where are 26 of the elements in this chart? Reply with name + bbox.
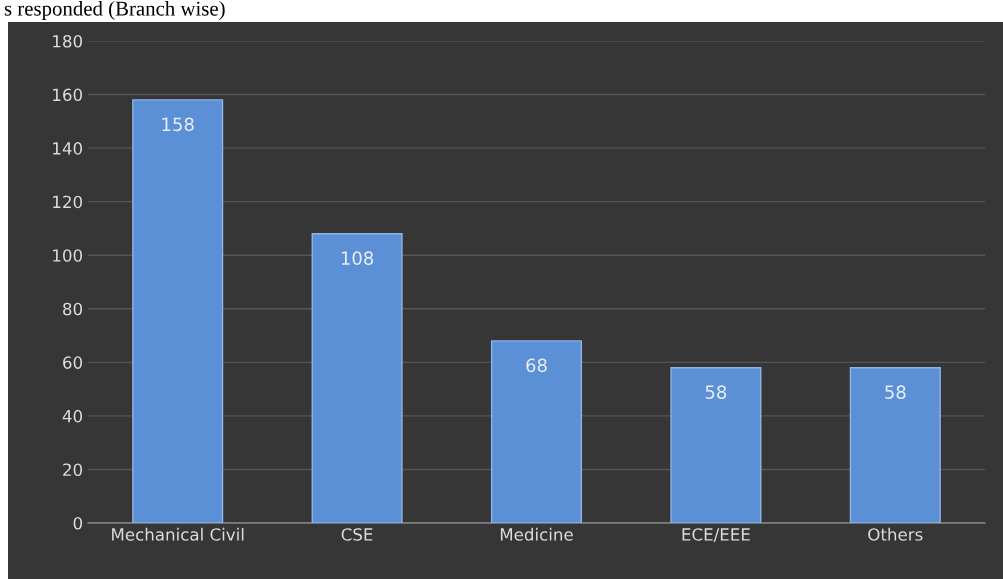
- y-tick-label: 120: [53, 195, 83, 209]
- bar: [311, 233, 403, 523]
- data-label: 68: [526, 358, 547, 373]
- x-tick-label: Medicine: [500, 527, 573, 541]
- data-label: 58: [885, 385, 906, 399]
- data-label: 58: [705, 385, 727, 399]
- y-tick-label: 180: [53, 34, 83, 48]
- y-tick-label: 40: [62, 409, 83, 423]
- y-tick-label: 140: [53, 142, 83, 155]
- y-tick-label: 160: [53, 88, 83, 102]
- data-label: 108: [341, 251, 374, 266]
- y-tick-label: 0: [73, 516, 83, 530]
- x-tick-label: ECE/EEE: [682, 528, 750, 543]
- bar: [670, 366, 762, 523]
- bar: [132, 99, 224, 523]
- x-tick-label: CSE: [341, 528, 373, 541]
- data-label: 158: [162, 117, 194, 132]
- y-tick-label: 20: [63, 463, 83, 477]
- x-tick-label: Others: [868, 527, 923, 541]
- chart-title: s responded (Branch wise): [4, 1, 225, 20]
- bar: [849, 366, 941, 523]
- y-tick-label: 100: [53, 249, 83, 262]
- bar: [490, 340, 583, 523]
- y-tick-label: 60: [63, 356, 83, 369]
- x-tick-label: Mechanical Civil: [112, 527, 244, 541]
- y-tick-label: 80: [63, 302, 83, 316]
